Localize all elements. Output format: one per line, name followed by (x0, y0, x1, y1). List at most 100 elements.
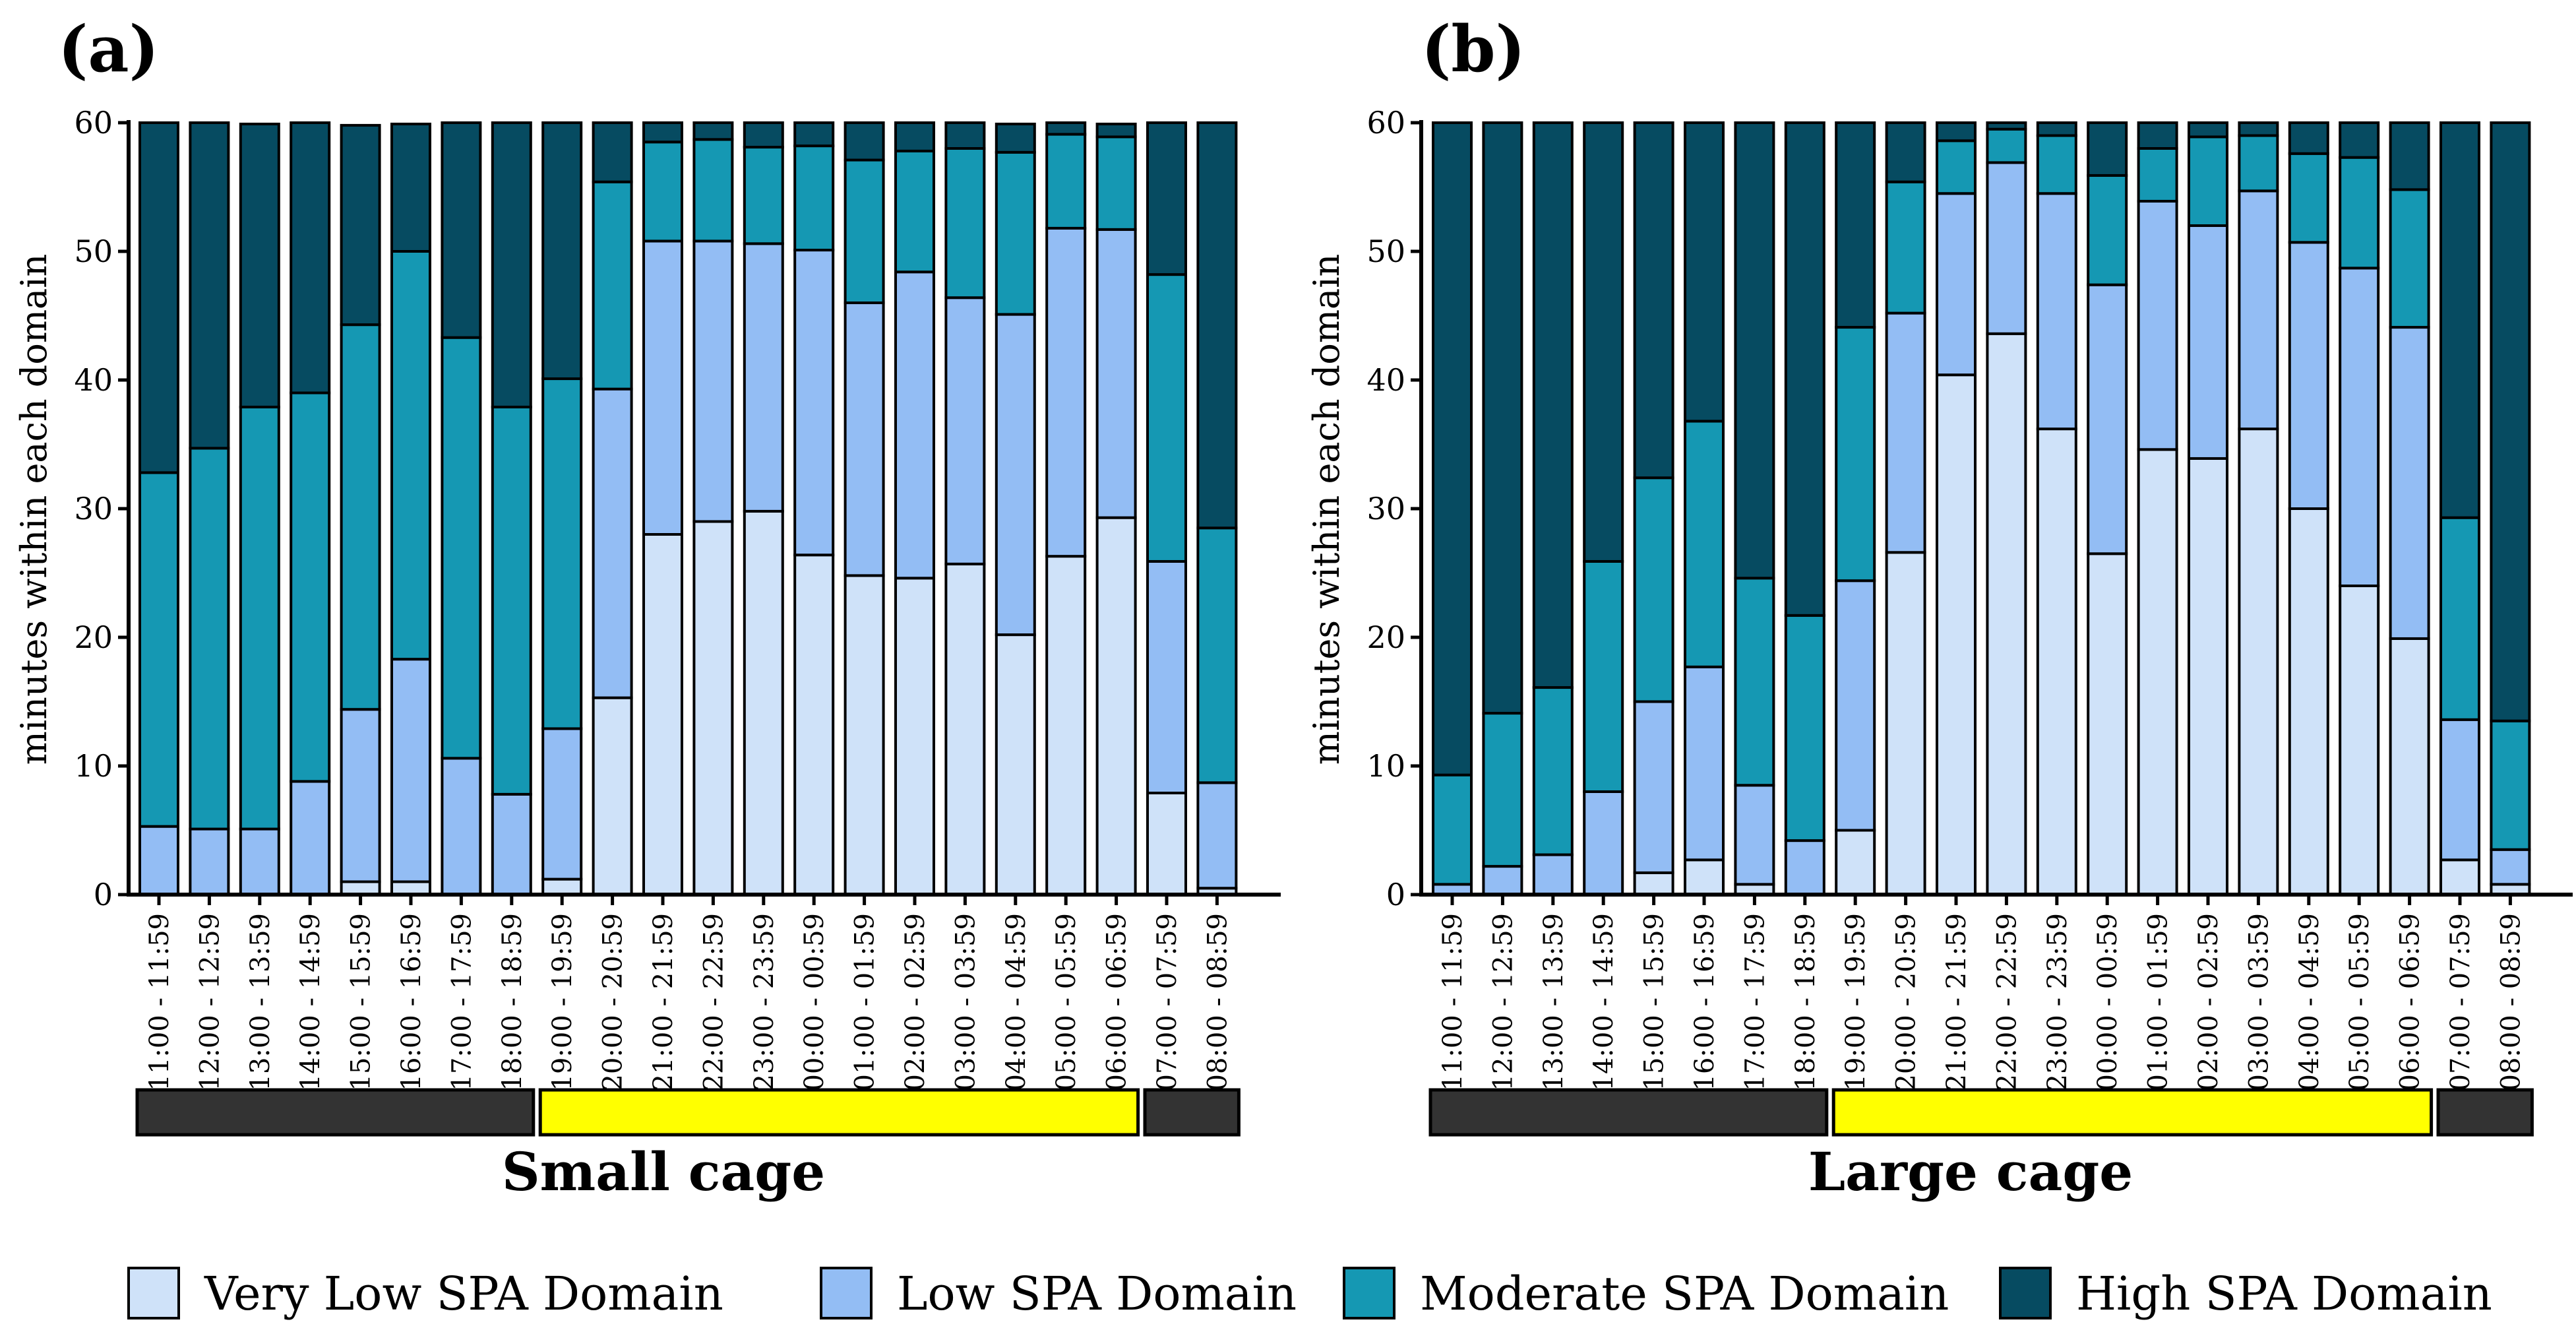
bar-segment-moderate-spa-domain (692, 138, 734, 243)
y-tick-label: 50 (74, 234, 113, 269)
legend-item: Low SPA Domain (820, 1267, 1297, 1321)
bar-segment-very-low-spa-domain (692, 520, 734, 896)
x-tick-label: 19:00 - 19:59 (547, 913, 578, 1091)
panel-label-a: (a) (58, 12, 159, 86)
bar-segment-moderate-spa-domain (793, 144, 835, 252)
bar-stack (1583, 121, 1624, 896)
x-tick-label: 08:00 - 08:59 (2496, 913, 2526, 1091)
bar-segment-high-spa-domain (894, 121, 935, 152)
x-tick-label: 18:00 - 18:59 (1791, 913, 1821, 1091)
bar-stack (138, 121, 179, 897)
y-tick-label: 40 (1366, 362, 1405, 398)
y-tick-label: 60 (74, 105, 113, 141)
bar-stack (1196, 121, 1238, 896)
bar-segment-high-spa-domain (1885, 121, 1926, 183)
legend-label: High SPA Domain (2076, 1267, 2492, 1321)
bar-stack (1684, 121, 1725, 896)
bar-segment-low-spa-domain (894, 270, 935, 580)
bar-stack (2439, 121, 2480, 896)
bar-segment-low-spa-domain (692, 239, 734, 523)
bar-segment-high-spa-domain (642, 121, 683, 144)
period-bar-dark (1143, 1088, 1241, 1137)
period-bar-light (1831, 1088, 2434, 1137)
bar-segment-low-spa-domain (1633, 700, 1674, 874)
bar-segment-moderate-spa-domain (894, 149, 935, 274)
bar-stack (2339, 121, 2380, 896)
y-tick-label: 10 (74, 748, 113, 784)
bar-segment-very-low-spa-domain (1986, 332, 2027, 896)
bar-segment-high-spa-domain (541, 121, 583, 381)
y-tick-label: 30 (74, 491, 113, 526)
legend-label: Moderate SPA Domain (1420, 1267, 1949, 1321)
bar-segment-moderate-spa-domain (1196, 526, 1238, 784)
x-tick-label: 14:00 - 14:59 (295, 913, 326, 1091)
bar-segment-moderate-spa-domain (592, 180, 633, 391)
x-tick-labels-b: 11:00 - 11:59 12:00 - 12:59 13:00 - 13:59 1… (1438, 895, 2526, 1091)
bar-segment-low-spa-domain (743, 242, 784, 513)
bar-segment-low-spa-domain (2238, 189, 2279, 431)
bar-segment-high-spa-domain (441, 121, 482, 339)
bar-stack (894, 121, 935, 896)
bar-stack (189, 121, 230, 897)
bar-segment-very-low-spa-domain (1146, 791, 1187, 896)
period-bar-dark (135, 1088, 536, 1137)
bar-segment-very-low-spa-domain (2339, 585, 2380, 896)
bar-stack (1734, 121, 1775, 897)
bar-segment-low-spa-domain (1885, 311, 1926, 554)
x-tick-label: 11:00 - 11:59 (1438, 913, 1468, 1091)
bar-stack (2036, 121, 2077, 896)
bar-segment-high-spa-domain (2238, 121, 2279, 137)
bar-segment-high-spa-domain (390, 122, 431, 253)
x-tick-label: 20:00 - 20:59 (598, 913, 629, 1091)
x-tick-label: 00:00 - 00:59 (2093, 913, 2123, 1091)
bar-segment-high-spa-domain (2087, 121, 2128, 177)
bar-segment-moderate-spa-domain (1885, 180, 1926, 315)
x-tick-label: 12:00 - 12:59 (1488, 913, 1518, 1091)
bar-segment-low-spa-domain (1482, 865, 1523, 896)
bar-stack (2238, 121, 2279, 896)
bar-segment-moderate-spa-domain (1835, 326, 1876, 583)
x-tick-label: 03:00 - 03:59 (950, 913, 981, 1091)
light-dark-bar-b (1428, 1088, 2534, 1137)
x-tick-label: 11:00 - 11:59 (144, 913, 175, 1091)
panel-a-small-cage: (a) minutes within each domain 0 10 20 30 40… (13, 12, 1281, 1203)
bar-stack (2188, 121, 2228, 896)
bar-segment-low-spa-domain (138, 825, 179, 897)
bar-segment-moderate-spa-domain (1936, 139, 1977, 195)
x-tick-label: 15:00 - 15:59 (346, 913, 377, 1091)
bar-segment-moderate-spa-domain (189, 447, 230, 831)
bar-segment-very-low-spa-domain (2389, 637, 2430, 896)
x-tick-label: 16:00 - 16:59 (396, 913, 427, 1091)
bar-segment-moderate-spa-domain (390, 250, 431, 661)
bar-segment-high-spa-domain (1936, 121, 1977, 143)
bar-stack (1045, 121, 1087, 896)
x-tick-label: 15:00 - 15:59 (1640, 913, 1670, 1091)
bar-segment-high-spa-domain (592, 121, 633, 183)
y-tick-label: 50 (1366, 234, 1405, 269)
bar-segment-high-spa-domain (692, 121, 734, 141)
light-dark-bar-a (135, 1088, 1241, 1137)
bar-segment-high-spa-domain (2439, 121, 2480, 519)
bar-segment-low-spa-domain (2439, 718, 2480, 862)
bar-segment-moderate-spa-domain (290, 391, 331, 783)
bar-segment-low-spa-domain (541, 727, 583, 881)
bar-stack (2137, 121, 2178, 896)
x-tick-label: 01:00 - 01:59 (2143, 913, 2174, 1091)
bar-segment-moderate-spa-domain (2137, 147, 2178, 203)
bar-segment-low-spa-domain (1734, 784, 1775, 886)
bar-segment-very-low-spa-domain (2238, 428, 2279, 896)
bar-segment-moderate-spa-domain (239, 405, 280, 831)
axes-b (1419, 120, 2573, 897)
x-tick-label: 02:00 - 02:59 (2193, 913, 2224, 1091)
bar-segment-very-low-spa-domain (1885, 551, 1926, 896)
x-tick-label: 01:00 - 01:59 (850, 913, 880, 1091)
bar-stack (1885, 121, 1926, 896)
legend-item: Moderate SPA Domain (1343, 1267, 1949, 1321)
bar-segment-moderate-spa-domain (1986, 127, 2027, 164)
bar-segment-high-spa-domain (239, 122, 280, 408)
bar-stack (1432, 121, 1473, 897)
bar-stack (1784, 121, 1825, 896)
bar-segment-high-spa-domain (1734, 121, 1775, 580)
bar-segment-very-low-spa-domain (995, 633, 1036, 896)
bar-segment-low-spa-domain (1196, 781, 1238, 890)
